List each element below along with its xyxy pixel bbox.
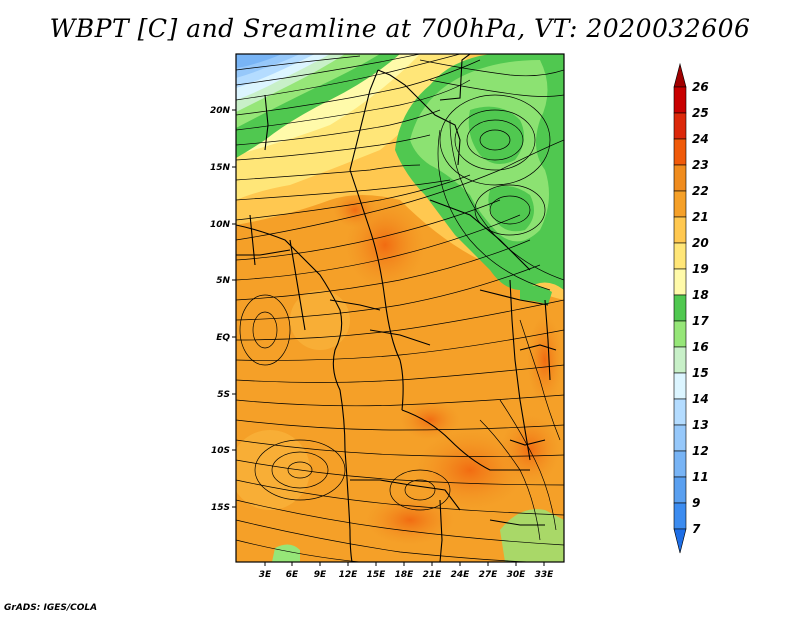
lat-label: 15N bbox=[210, 163, 231, 173]
lon-label: 21E bbox=[423, 570, 443, 580]
lat-label: 5N bbox=[216, 276, 230, 286]
colorbar-swatch bbox=[673, 164, 687, 192]
colorbar-label: 14 bbox=[692, 392, 709, 406]
colorbar-swatch bbox=[673, 502, 687, 530]
colorbar-swatch bbox=[673, 294, 687, 322]
colorbar-swatch bbox=[673, 398, 687, 426]
lat-labels: 20N 15N 10N 5N EQ 5S 10S 15S bbox=[210, 106, 231, 513]
lon-ticks bbox=[264, 562, 545, 566]
streamlines bbox=[236, 54, 564, 562]
wbpt-field bbox=[236, 54, 564, 562]
colorbar-cap-top bbox=[673, 62, 687, 88]
grads-credit: GrADS: IGES/COLA bbox=[4, 603, 98, 613]
colorbar-swatch bbox=[673, 242, 687, 270]
colorbar-swatch bbox=[673, 190, 687, 218]
colorbar-label: 26 bbox=[692, 80, 709, 94]
colorbar-label: 24 bbox=[692, 132, 709, 146]
colorbar-swatch bbox=[673, 372, 687, 400]
boundaries bbox=[236, 54, 557, 562]
colorbar-label: 25 bbox=[692, 106, 709, 120]
colorbar-swatch bbox=[673, 346, 687, 374]
lat-label: 10N bbox=[210, 220, 231, 230]
colorbar-label: 16 bbox=[692, 340, 709, 354]
colorbar-label: 7 bbox=[692, 522, 701, 536]
lon-label: 24E bbox=[451, 570, 471, 580]
lon-label: 30E bbox=[507, 570, 527, 580]
colorbar-label: 20 bbox=[692, 236, 709, 250]
lat-label: 5S bbox=[217, 390, 230, 400]
colorbar-swatch bbox=[673, 424, 687, 452]
colorbar-label: 23 bbox=[692, 158, 709, 172]
colorbar-label: 9 bbox=[692, 496, 700, 510]
colorbar-swatch bbox=[673, 216, 687, 244]
colorbar-swatch bbox=[673, 86, 687, 114]
colorbar-label: 22 bbox=[692, 184, 709, 198]
colorbar-swatch bbox=[673, 450, 687, 478]
lat-ticks bbox=[232, 109, 236, 508]
colorbar-label: 18 bbox=[692, 288, 709, 302]
lon-label: 18E bbox=[395, 570, 415, 580]
colorbar-label: 19 bbox=[692, 262, 709, 276]
colorbar-label: 11 bbox=[692, 470, 709, 484]
lon-labels: 3E 6E 9E 12E 15E 18E 21E 24E 27E 30E 33E bbox=[259, 570, 554, 580]
lon-label: 3E bbox=[259, 570, 272, 580]
lat-label: 15S bbox=[211, 503, 230, 513]
colorbar-label: 12 bbox=[692, 444, 709, 458]
colorbar-label: 21 bbox=[692, 210, 709, 224]
lon-label: 27E bbox=[479, 570, 499, 580]
colorbar-label: 13 bbox=[692, 418, 709, 432]
lon-label: 15E bbox=[367, 570, 387, 580]
lat-label: 20N bbox=[210, 106, 231, 116]
colorbar-swatch bbox=[673, 112, 687, 140]
colorbar: 26 25 24 23 22 21 20 19 18 17 16 15 14 1… bbox=[673, 62, 709, 554]
lon-label: 33E bbox=[535, 570, 555, 580]
lat-label: 10S bbox=[211, 446, 230, 456]
colorbar-swatch bbox=[673, 320, 687, 348]
colorbar-swatch bbox=[673, 476, 687, 504]
colorbar-label: 17 bbox=[692, 314, 709, 328]
colorbar-swatch bbox=[673, 268, 687, 296]
lat-label: EQ bbox=[216, 333, 230, 343]
colorbar-cap-bottom bbox=[673, 528, 687, 554]
colorbar-label: 15 bbox=[692, 366, 709, 380]
map-frame bbox=[235, 53, 565, 563]
lon-label: 12E bbox=[339, 570, 359, 580]
lon-label: 6E bbox=[286, 570, 299, 580]
chart-title: WBPT [C] and Sreamline at 700hPa, VT: 20… bbox=[49, 14, 751, 43]
lon-label: 9E bbox=[314, 570, 327, 580]
colorbar-swatch bbox=[673, 138, 687, 166]
